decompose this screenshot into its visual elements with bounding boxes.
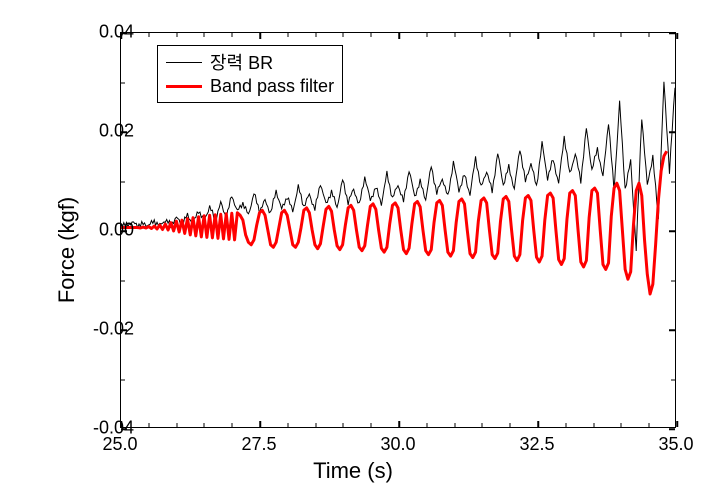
plot-area: 장력 BR Band pass filter (120, 32, 676, 428)
y-tick-label: 0.00 (74, 220, 134, 241)
y-tick-label: -0.02 (74, 319, 134, 340)
x-tick-label: 35.0 (658, 434, 693, 455)
series-bandpass (121, 151, 667, 294)
chart-container: Force (kgf) Time (s) 장력 BR Band pass fil… (12, 12, 694, 488)
legend-label-1: Band pass filter (210, 76, 334, 97)
x-tick-label: 32.5 (519, 434, 554, 455)
legend-line-1 (166, 85, 202, 88)
y-axis-label: Force (kgf) (54, 197, 80, 303)
legend-item-1: Band pass filter (166, 74, 334, 98)
legend-line-0 (166, 62, 202, 63)
y-tick-label: 0.04 (74, 22, 134, 43)
x-tick-label: 25.0 (102, 434, 137, 455)
legend: 장력 BR Band pass filter (157, 45, 343, 103)
x-tick-label: 27.5 (241, 434, 276, 455)
legend-label-0: 장력 BR (210, 49, 273, 75)
x-tick-label: 30.0 (380, 434, 415, 455)
y-tick-label: 0.02 (74, 121, 134, 142)
legend-item-0: 장력 BR (166, 50, 334, 74)
x-axis-label: Time (s) (313, 458, 393, 484)
